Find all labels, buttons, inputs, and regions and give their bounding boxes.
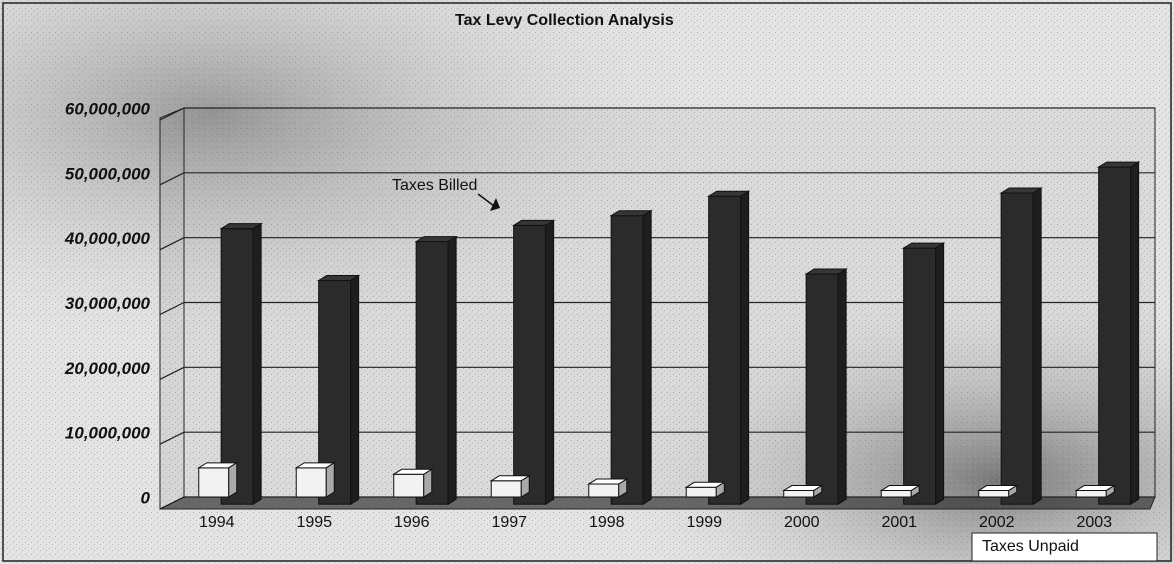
bar-side bbox=[228, 461, 238, 498]
bar-front bbox=[490, 480, 522, 498]
bar bbox=[414, 235, 458, 506]
bar-side bbox=[910, 484, 920, 498]
grid-line bbox=[159, 237, 185, 251]
bar bbox=[804, 268, 848, 506]
bar-front bbox=[415, 241, 449, 505]
x-tick-label: 2003 bbox=[1076, 514, 1112, 531]
bar-front bbox=[1098, 166, 1132, 505]
bar-front bbox=[513, 224, 547, 505]
bar-side bbox=[252, 222, 262, 506]
bar bbox=[879, 484, 921, 498]
bar bbox=[684, 481, 726, 498]
bar-side bbox=[715, 481, 725, 498]
x-tick-label: 2000 bbox=[784, 514, 820, 531]
bar bbox=[1074, 484, 1116, 498]
x-tick-label: 2001 bbox=[881, 514, 917, 531]
bar-side bbox=[1032, 187, 1042, 506]
grid-line bbox=[159, 107, 185, 121]
bar-side bbox=[1130, 161, 1140, 506]
chart-title: Tax Levy Collection Analysis bbox=[455, 12, 674, 29]
plot: 0 10,000,000 20,000,000 30,000,000 40,000,00… bbox=[64, 99, 1156, 531]
y-tick-label: 60,000,000 bbox=[65, 99, 151, 118]
bar-side bbox=[545, 219, 555, 506]
bar bbox=[782, 484, 824, 498]
y-tick-label: 40,000,000 bbox=[64, 229, 151, 248]
grid-line bbox=[159, 366, 185, 380]
bar-side bbox=[325, 461, 335, 498]
bar-front bbox=[1000, 192, 1034, 505]
bar-side bbox=[1105, 484, 1115, 498]
bar-front bbox=[880, 490, 912, 498]
annotation-arrow bbox=[477, 193, 495, 207]
bar-front bbox=[708, 195, 742, 505]
bar-side bbox=[1008, 484, 1018, 498]
bar bbox=[294, 461, 336, 498]
bar-side bbox=[642, 209, 652, 506]
bar bbox=[392, 468, 434, 498]
x-tick-label: 1995 bbox=[296, 514, 332, 531]
y-tick-label: 10,000,000 bbox=[65, 424, 151, 443]
annotation: Taxes Unpaid bbox=[982, 538, 1079, 555]
bar bbox=[977, 484, 1019, 498]
bar-front bbox=[610, 215, 644, 505]
bar-front bbox=[295, 467, 327, 498]
bar bbox=[587, 478, 629, 498]
bar-side bbox=[350, 274, 360, 506]
bar-side bbox=[447, 235, 457, 506]
bar bbox=[901, 242, 946, 506]
x-tick-label: 1999 bbox=[686, 514, 722, 531]
grid-line bbox=[159, 496, 185, 510]
annotation-arrowhead bbox=[490, 198, 500, 211]
bar-side bbox=[520, 474, 530, 498]
x-tick-label: 2002 bbox=[979, 514, 1015, 531]
bar-front bbox=[685, 486, 717, 498]
bar-front bbox=[783, 490, 815, 498]
y-tick-label: 50,000,000 bbox=[65, 164, 151, 183]
bar bbox=[999, 187, 1043, 506]
bar bbox=[219, 222, 263, 506]
bar bbox=[609, 209, 653, 506]
bar bbox=[197, 461, 239, 498]
grid-line bbox=[159, 172, 185, 186]
bar bbox=[1096, 161, 1141, 506]
bar-side bbox=[837, 268, 847, 506]
x-tick-label: 1994 bbox=[199, 514, 235, 531]
x-tick-label: 1998 bbox=[589, 514, 625, 531]
annotation: Taxes Billed bbox=[392, 177, 477, 194]
bar-side bbox=[935, 242, 945, 506]
bar bbox=[489, 474, 531, 498]
annotation-box bbox=[971, 532, 1158, 562]
y-tick-label: 30,000,000 bbox=[65, 294, 151, 313]
x-tick-label: 1996 bbox=[394, 514, 430, 531]
bar-side bbox=[423, 468, 433, 498]
bar-front bbox=[588, 483, 620, 498]
bar-front bbox=[805, 273, 839, 505]
bar bbox=[511, 219, 556, 506]
x-tick-label: 1997 bbox=[491, 514, 527, 531]
bar-front bbox=[393, 473, 425, 498]
bar-front bbox=[1075, 490, 1107, 498]
grid-line bbox=[159, 431, 185, 445]
bar-side bbox=[813, 484, 823, 498]
bar-front bbox=[978, 490, 1010, 498]
y-tick-label: 20,000,000 bbox=[64, 359, 151, 378]
y-tick-label: 0 bbox=[141, 488, 151, 507]
grid-line bbox=[159, 301, 185, 316]
bar-front bbox=[198, 467, 230, 498]
bar-front bbox=[903, 247, 937, 505]
bar-side bbox=[618, 478, 628, 498]
bar bbox=[706, 190, 751, 506]
bar-side bbox=[740, 190, 750, 506]
